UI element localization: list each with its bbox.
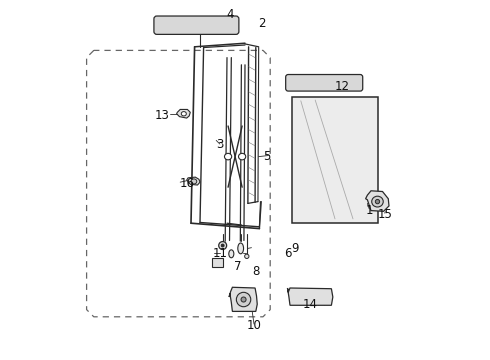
Text: 2: 2 (259, 17, 266, 30)
Ellipse shape (239, 153, 245, 160)
Text: 12: 12 (335, 80, 350, 93)
Polygon shape (176, 109, 190, 118)
Polygon shape (292, 97, 378, 223)
Text: 3: 3 (216, 138, 223, 150)
Text: 5: 5 (263, 150, 270, 163)
Text: 16: 16 (180, 177, 195, 190)
Text: 6: 6 (285, 247, 292, 260)
Text: 13: 13 (155, 109, 170, 122)
Ellipse shape (372, 196, 383, 207)
Ellipse shape (181, 112, 186, 116)
Text: 4: 4 (227, 8, 234, 21)
Polygon shape (366, 191, 389, 211)
Ellipse shape (221, 244, 224, 247)
Ellipse shape (236, 292, 251, 307)
Text: 8: 8 (252, 265, 260, 278)
Text: 9: 9 (292, 242, 299, 255)
Ellipse shape (375, 199, 380, 204)
Ellipse shape (238, 243, 244, 254)
Polygon shape (229, 287, 257, 311)
Ellipse shape (191, 179, 197, 184)
FancyBboxPatch shape (154, 16, 239, 34)
Text: 11: 11 (212, 247, 227, 260)
Ellipse shape (224, 153, 232, 160)
FancyBboxPatch shape (286, 75, 363, 91)
Polygon shape (187, 177, 200, 185)
Text: 1: 1 (366, 204, 373, 217)
Ellipse shape (219, 242, 227, 249)
Ellipse shape (241, 297, 246, 302)
Text: 7: 7 (234, 260, 242, 273)
Polygon shape (288, 288, 333, 305)
Text: 10: 10 (246, 319, 262, 332)
Text: 14: 14 (302, 298, 318, 311)
Text: 15: 15 (378, 208, 393, 221)
Polygon shape (212, 258, 223, 267)
Ellipse shape (245, 254, 249, 258)
Ellipse shape (229, 250, 234, 258)
